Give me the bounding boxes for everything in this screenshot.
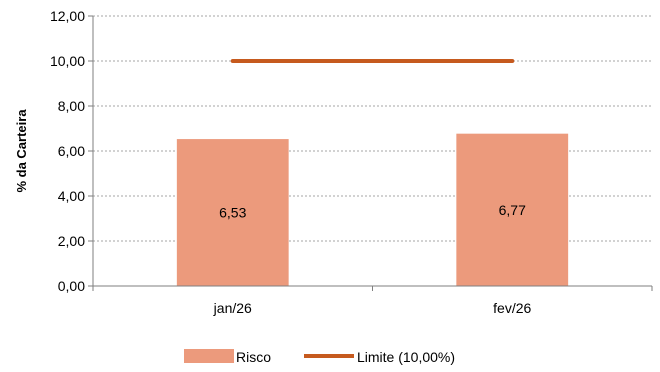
data-label: 6,53 [219, 205, 246, 221]
y-tick-label: 12,00 [50, 8, 85, 24]
y-tick-label: 2,00 [58, 233, 85, 249]
tick-labels: 0,00 2,00 4,00 6,00 8,00 10,00 12,00 jan/26 fev/… [50, 8, 532, 316]
y-tick-label: 10,00 [50, 53, 85, 69]
bar [176, 139, 289, 286]
y-tick-label: 0,00 [58, 278, 85, 294]
y-tick-label: 6,00 [58, 143, 85, 159]
bars [176, 133, 569, 286]
y-tick-label: 4,00 [58, 188, 85, 204]
data-label: 6,77 [499, 202, 526, 218]
x-tick-label: fev/26 [493, 300, 531, 316]
y-tick-label: 8,00 [58, 98, 85, 114]
legend-label: Limite (10,00%) [357, 349, 455, 365]
data-labels: 6,53 6,77 [219, 202, 526, 221]
x-tick-label: jan/26 [213, 300, 252, 316]
y-axis-label: % da Carteira [14, 109, 29, 193]
bar [456, 133, 569, 286]
legend: Risco Limite (10,00%) [184, 349, 455, 365]
legend-label: Risco [236, 349, 271, 365]
legend-swatch-bar [184, 349, 234, 363]
axes [88, 15, 653, 291]
